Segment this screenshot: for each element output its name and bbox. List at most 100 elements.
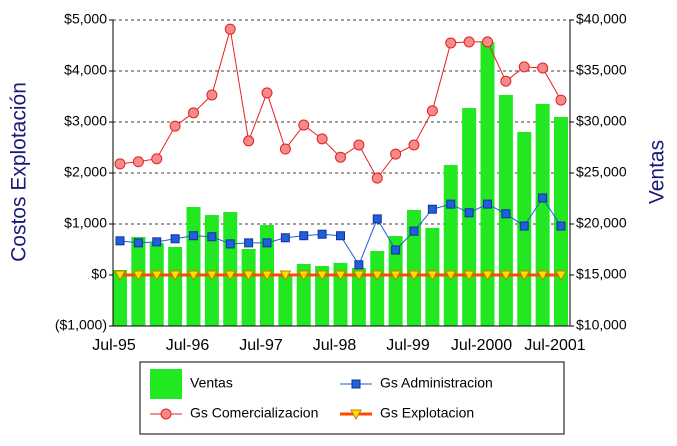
bar	[168, 246, 183, 326]
bar	[149, 242, 164, 326]
marker	[463, 270, 475, 282]
marker	[189, 231, 198, 241]
marker	[426, 270, 439, 282]
marker	[482, 36, 493, 48]
legend-box	[139, 361, 565, 435]
marker	[409, 226, 419, 236]
marker	[224, 23, 236, 35]
y-axis-title: Costos Explotación	[8, 82, 31, 262]
marker	[152, 237, 162, 247]
marker	[353, 139, 365, 151]
marker	[391, 245, 401, 255]
marker	[351, 379, 361, 389]
y2-tick-label: $10,000	[576, 317, 627, 333]
marker	[298, 119, 310, 131]
bar	[131, 236, 146, 326]
bar	[554, 117, 568, 326]
marker	[427, 204, 437, 214]
bar	[407, 210, 421, 326]
legend-swatch	[150, 369, 182, 399]
x-tick-label: Jul-96	[166, 337, 210, 354]
marker	[244, 238, 254, 248]
marker	[500, 75, 512, 87]
marker	[519, 221, 529, 231]
bar	[223, 211, 238, 326]
legend-label: Gs Explotacion	[380, 405, 474, 421]
bar	[535, 103, 550, 326]
marker	[350, 409, 362, 421]
marker	[464, 208, 474, 218]
marker	[132, 156, 144, 168]
legend-label: Gs Administracion	[380, 375, 493, 391]
x-tick-label: Jul-95	[92, 337, 136, 354]
marker	[262, 238, 272, 248]
marker	[206, 270, 218, 282]
marker	[426, 105, 438, 117]
marker	[555, 270, 567, 282]
marker	[169, 270, 181, 282]
marker	[225, 239, 235, 249]
bar	[370, 251, 385, 326]
marker	[518, 61, 530, 73]
marker	[408, 139, 420, 151]
marker	[389, 270, 402, 282]
marker	[187, 270, 200, 282]
legend-label: Gs Comercializacion	[190, 405, 318, 421]
bar	[278, 276, 293, 326]
marker	[299, 231, 309, 241]
y-tick-label: $1,000	[64, 215, 107, 231]
y2-tick-label: $30,000	[576, 113, 627, 129]
marker	[500, 270, 512, 282]
x-tick-label: Jul-2000	[451, 337, 512, 354]
marker	[536, 270, 549, 282]
bar	[315, 266, 330, 326]
marker	[334, 270, 347, 282]
marker	[170, 234, 180, 244]
marker	[151, 153, 163, 165]
marker	[335, 151, 346, 163]
marker	[390, 148, 402, 160]
x-tick-label: Jul-2001	[524, 337, 585, 354]
marker	[279, 270, 292, 282]
marker	[518, 270, 531, 282]
bar	[113, 270, 127, 326]
marker	[446, 199, 456, 209]
marker	[243, 135, 255, 147]
marker	[206, 89, 218, 101]
bar	[186, 206, 201, 326]
marker	[408, 270, 420, 282]
marker	[463, 36, 475, 48]
legend-label: Ventas	[190, 375, 233, 391]
marker	[316, 133, 328, 145]
marker	[242, 270, 255, 282]
marker	[372, 214, 382, 224]
y-tick-label: $4,000	[64, 62, 107, 78]
marker	[501, 209, 511, 219]
y2-tick-label: $25,000	[576, 164, 627, 180]
marker	[261, 270, 273, 282]
marker	[556, 221, 566, 231]
marker	[354, 260, 364, 270]
marker	[188, 107, 199, 119]
marker	[483, 199, 492, 209]
marker	[150, 270, 163, 282]
y2-tick-label: $35,000	[576, 62, 627, 78]
marker	[160, 408, 172, 420]
marker	[115, 236, 125, 246]
marker	[114, 158, 126, 170]
marker	[481, 270, 494, 282]
marker	[336, 231, 345, 241]
y2-tick-label: $15,000	[576, 266, 627, 282]
bar	[333, 262, 348, 326]
marker	[316, 270, 328, 282]
y2-tick-label: $40,000	[576, 11, 627, 27]
marker	[169, 120, 181, 132]
marker	[279, 143, 291, 155]
bar	[241, 248, 256, 326]
marker	[445, 37, 457, 49]
bar	[296, 263, 311, 326]
marker	[261, 87, 273, 99]
bar	[480, 42, 495, 326]
y-tick-label: $3,000	[64, 113, 107, 129]
